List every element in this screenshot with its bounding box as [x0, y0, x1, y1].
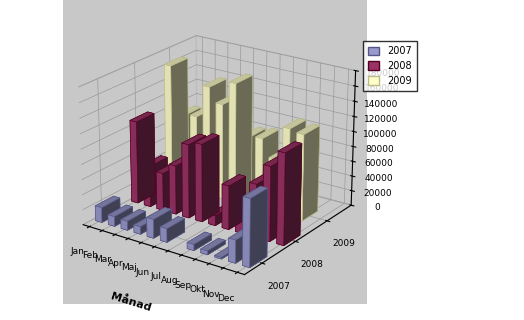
Legend: 2007, 2008, 2009: 2007, 2008, 2009: [363, 41, 417, 91]
X-axis label: Månad: Månad: [109, 292, 152, 313]
